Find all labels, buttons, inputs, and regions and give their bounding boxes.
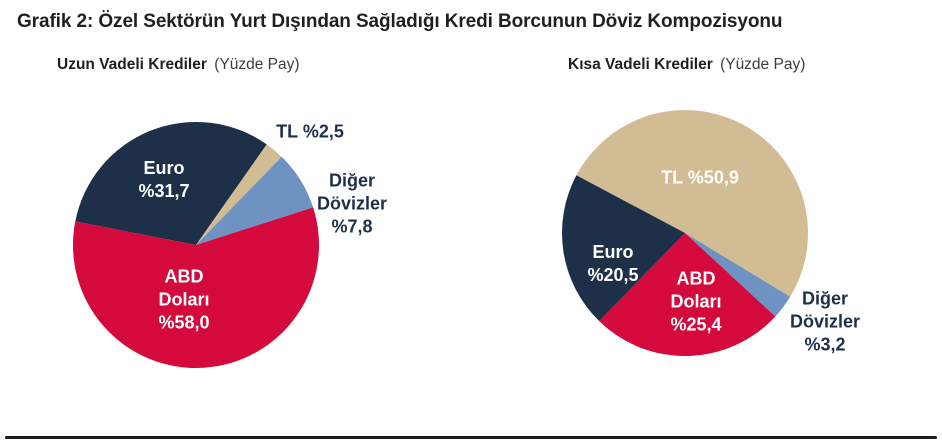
pie-slice-euro [75,122,267,245]
kisa-vadeli-krediler-pie-svg [562,110,808,356]
pie-slice-abd-dolari [73,207,319,368]
pie-label-tl: TL %2,5 [276,121,344,142]
bottom-divider [5,436,937,439]
pie-label-abd-dolari: ABD Doları %58,0 [158,266,210,333]
pie-label-diger-dovizler: Diğer Dövizler %7,8 [316,170,388,237]
pie-label-diger-dovizler: Diğer Dövizler %3,2 [789,288,861,355]
chart-subtitle-long-term: Uzun Vadeli Krediler (Yüzde Pay) [57,56,300,74]
figure-title: Grafik 2: Özel Sektörün Yurt Dışından Sa… [17,11,783,32]
pie-label-euro: Euro %20,5 [587,242,639,285]
chart-subtitle-long-term-note: (Yüzde Pay) [214,56,300,73]
pie-slice-euro [562,175,685,322]
pie-slice-abd-dolari [599,233,776,356]
pie-label-euro: Euro %31,7 [138,158,190,201]
pie-slice-tl [196,144,282,245]
chart-subtitle-long-term-label: Uzun Vadeli Krediler [57,56,207,73]
uzun-vadeli-krediler-pie-svg [73,122,319,368]
chart-subtitle-short-term-note: (Yüzde Pay) [720,56,806,73]
pie-slice-tl [576,110,808,297]
chart-subtitle-short-term-label: Kısa Vadeli Krediler [568,56,713,73]
pie-slice-diger-dovizler [685,233,791,317]
pie-slice-diger-dovizler [196,156,314,245]
pie-label-abd-dolari: ABD Doları %25,4 [670,268,722,335]
chart-subtitle-short-term: Kısa Vadeli Krediler (Yüzde Pay) [568,56,805,74]
pie-label-tl: TL %50,9 [661,167,739,188]
